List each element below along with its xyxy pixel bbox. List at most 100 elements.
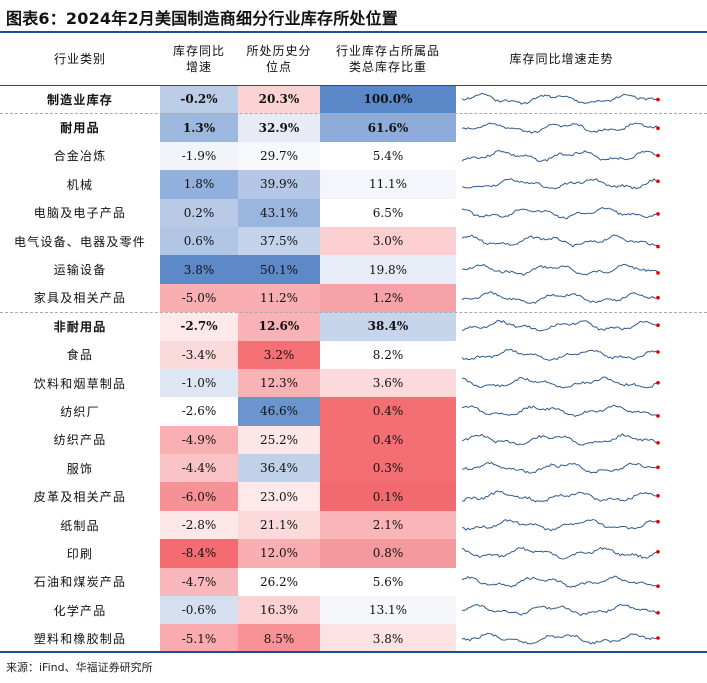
header-percentile-line1: 所处历史分 [246, 44, 312, 58]
percentile-cell-text: 29.7% [259, 148, 299, 163]
category-cell: 电脑及电子产品 [0, 199, 160, 227]
category-cell-text: 化学产品 [53, 603, 107, 618]
yoy-cell: -4.9% [160, 425, 238, 455]
share-cell: 1.2% [320, 283, 456, 313]
trend-sparkline [461, 547, 660, 560]
header-rule [0, 85, 707, 86]
section-rule-nondurable [0, 312, 707, 314]
category-cell: 石油和煤炭产品 [0, 568, 160, 596]
share-cell-text: 0.4% [372, 432, 404, 447]
percentile-cell-text: 32.9% [258, 120, 300, 135]
table-row: 食品 -3.4% 3.2% 8.2% [0, 340, 707, 369]
category-cell-text: 食品 [66, 348, 94, 363]
table-row: 纸制品 -2.8% 21.1% 2.1% [0, 510, 707, 540]
trend-sparkline-cell [456, 539, 667, 567]
table-body: 制造业库存 -0.2% 20.3% 100.0% 耐用品 1.3% 32.9% 61.6% 合金… [0, 85, 707, 653]
category-cell-text: 机械 [66, 177, 94, 192]
yoy-cell-text: -3.4% [181, 347, 217, 362]
trend-sparkline-cell [456, 142, 667, 170]
share-cell: 3.0% [320, 226, 456, 256]
sparkline-path [461, 575, 659, 588]
category-cell-text: 纺织厂 [60, 404, 100, 419]
percentile-cell-text: 8.5% [263, 631, 295, 646]
percentile-cell-text: 25.2% [259, 432, 299, 447]
percentile-cell: 12.0% [238, 539, 320, 568]
sparkline-end-marker [656, 97, 660, 102]
table-row: 石油和煤炭产品 -4.7% 26.2% 5.6% [0, 567, 707, 597]
sparkline-end-marker [656, 519, 660, 524]
header-percentile: 所处历史分 位点 [238, 33, 320, 85]
share-cell-text: 38.4% [367, 319, 409, 334]
yoy-cell-text: -5.1% [181, 631, 217, 646]
source-note: 来源：iFind、华福证券研究所 [6, 661, 153, 674]
yoy-cell-text: -4.9% [181, 432, 217, 447]
percentile-cell: 39.9% [238, 170, 320, 199]
trend-sparkline-cell [456, 369, 667, 397]
trend-sparkline [461, 433, 660, 446]
percentile-cell: 12.6% [238, 312, 320, 341]
percentile-cell-text: 16.3% [259, 603, 299, 618]
sparkline-end-marker [656, 295, 660, 300]
sparkline-end-marker [656, 125, 660, 130]
yoy-cell: -0.6% [160, 596, 238, 625]
percentile-cell: 8.5% [238, 624, 320, 653]
percentile-cell-text: 20.3% [258, 92, 300, 107]
trend-sparkline [461, 291, 660, 304]
table-row: 运输设备 3.8% 50.1% 19.8% [0, 255, 707, 284]
share-cell: 0.4% [320, 397, 456, 426]
trend-sparkline [461, 234, 660, 249]
category-cell: 纸制品 [0, 511, 160, 539]
trend-sparkline-cell [456, 482, 667, 510]
yoy-cell-text: -8.4% [181, 546, 217, 561]
sparkline-path [461, 632, 659, 645]
share-cell: 5.6% [320, 567, 456, 597]
share-cell-text: 61.6% [367, 120, 409, 135]
table-header-row: 行业类别 库存同比 增速 所处历史分 位点 行业库存占所属品 类总库存比重 库存… [0, 33, 707, 85]
inventory-table: 行业类别 库存同比 增速 所处历史分 位点 行业库存占所属品 类总库存比重 库存… [0, 33, 707, 653]
sparkline-end-marker [656, 179, 660, 184]
trend-sparkline [461, 348, 660, 361]
trend-sparkline [461, 490, 660, 503]
trend-sparkline-cell [456, 312, 667, 340]
header-category: 行业类别 [0, 33, 160, 85]
trend-sparkline-cell [456, 426, 667, 454]
percentile-cell-text: 12.3% [259, 376, 299, 391]
sparkline-path [461, 150, 659, 162]
trend-sparkline-cell [456, 341, 667, 369]
share-cell-text: 6.5% [372, 205, 404, 220]
category-cell: 食品 [0, 341, 160, 369]
yoy-cell-text: 3.8% [183, 262, 215, 277]
trend-sparkline [461, 405, 660, 419]
share-cell-text: 3.0% [372, 234, 404, 249]
header-category-label: 行业类别 [53, 52, 106, 66]
yoy-cell-text: -4.4% [181, 461, 217, 476]
section-rule-durable [0, 113, 707, 115]
share-cell-text: 5.6% [372, 574, 404, 589]
share-cell: 61.6% [320, 113, 456, 142]
share-cell: 0.3% [320, 454, 456, 483]
category-cell: 家具及相关产品 [0, 284, 160, 312]
percentile-cell-text: 11.2% [259, 290, 299, 305]
percentile-cell: 25.2% [238, 425, 320, 455]
percentile-cell: 32.9% [238, 113, 320, 142]
percentile-cell: 23.0% [238, 482, 320, 511]
table-row: 家具及相关产品 -5.0% 11.2% 1.2% [0, 283, 707, 313]
sparkline-path [461, 405, 659, 418]
share-cell: 3.6% [320, 368, 456, 398]
yoy-cell: -6.0% [160, 482, 238, 511]
sparkline-path [461, 206, 659, 220]
share-cell-text: 5.4% [372, 148, 404, 163]
header-trend: 库存同比增速走势 [456, 33, 667, 85]
sparkline-path [462, 376, 659, 389]
sparkline-end-marker [656, 440, 660, 445]
percentile-cell: 11.2% [238, 283, 320, 313]
percentile-cell: 20.3% [238, 85, 320, 114]
bottom-rule [0, 651, 707, 653]
trend-sparkline-cell [456, 454, 667, 482]
trend-sparkline [461, 92, 660, 105]
yoy-cell-text: -2.7% [180, 319, 218, 334]
share-cell: 19.8% [320, 255, 456, 284]
category-cell-text: 服饰 [66, 461, 94, 476]
percentile-cell-text: 23.0% [259, 489, 299, 504]
percentile-cell: 36.4% [238, 454, 320, 483]
